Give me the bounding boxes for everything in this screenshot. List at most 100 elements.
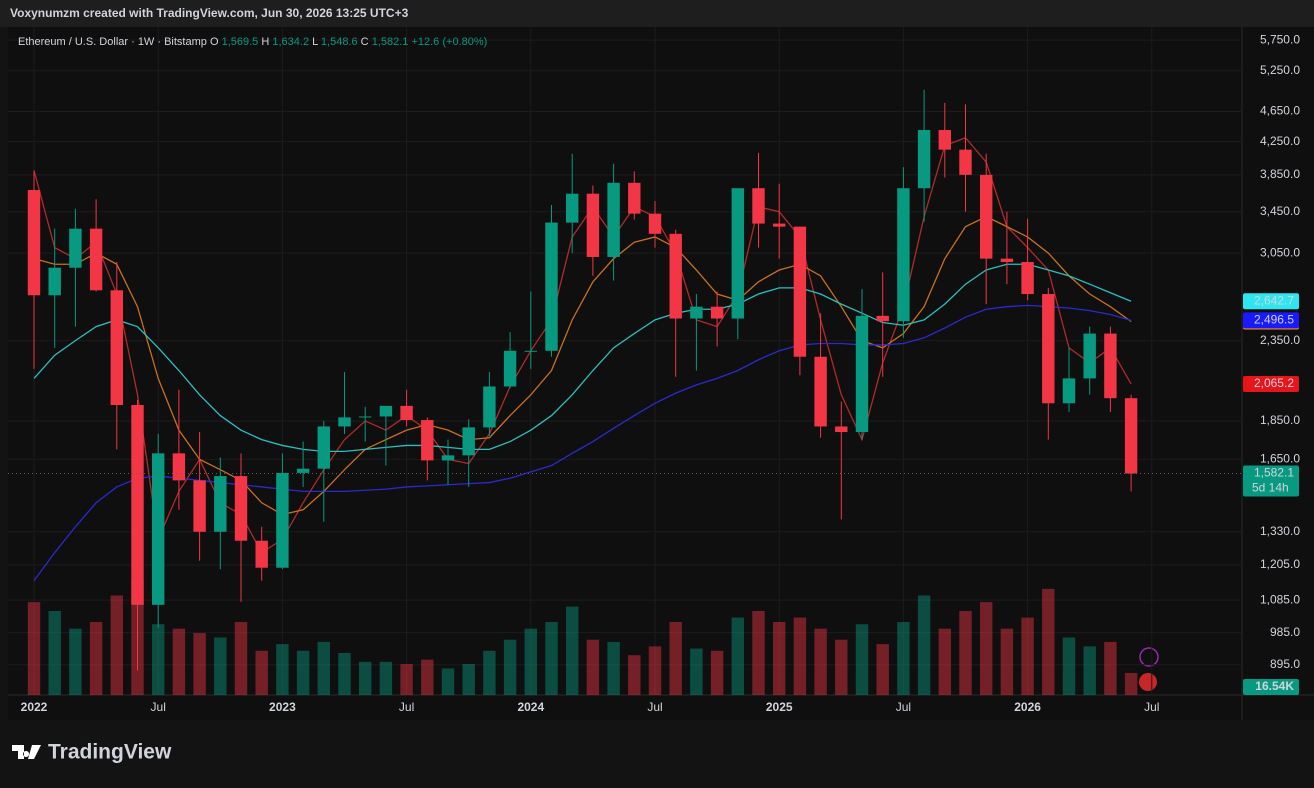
candle-body	[317, 426, 331, 469]
candle-body	[48, 267, 61, 296]
candle-body	[586, 193, 600, 257]
volume-bar	[524, 628, 538, 695]
candle-body	[752, 188, 765, 224]
x-tick-label: 2022	[21, 700, 48, 714]
volume-bar	[814, 628, 827, 695]
candle-body	[876, 315, 889, 322]
volume-bar	[959, 610, 972, 695]
candle-body	[897, 188, 910, 322]
x-tick-label: 2025	[766, 700, 793, 714]
volume-bar	[648, 646, 662, 695]
volume-bar	[296, 650, 310, 695]
volume-bar	[441, 668, 455, 695]
moving-average	[33, 263, 1132, 452]
volume-bar	[27, 602, 41, 695]
volume-bar	[48, 610, 61, 695]
volume-bar	[1042, 588, 1055, 695]
volume-bar	[255, 650, 268, 695]
x-tick-label: 2026	[1014, 700, 1041, 714]
y-tick-label: 2,350.0	[1260, 333, 1300, 347]
candle-body	[338, 417, 351, 427]
candle-body	[855, 315, 869, 433]
x-tick-label: Jul	[151, 700, 166, 714]
volume-bar	[503, 639, 517, 695]
candle-body	[379, 405, 393, 417]
candle-body	[648, 213, 662, 234]
candle-body	[793, 226, 807, 357]
y-tick-label: 1,085.0	[1260, 592, 1300, 606]
volume-bar	[586, 639, 600, 695]
candle-body	[835, 426, 848, 433]
volume-bar	[938, 628, 952, 695]
price-badge	[1243, 376, 1299, 393]
volume-bar	[172, 628, 186, 695]
volume-bar	[897, 622, 910, 695]
countdown: 5d 14h	[1252, 481, 1289, 495]
candle-body	[276, 472, 289, 568]
volume-bar	[1062, 637, 1076, 695]
volume-bar	[110, 595, 124, 695]
volume-bar	[917, 595, 931, 695]
plot-bg	[8, 27, 1314, 720]
candle-body	[214, 476, 227, 532]
y-tick-label: 1,850.0	[1260, 413, 1300, 427]
volume-bar	[462, 664, 475, 695]
volume-bar	[565, 606, 579, 695]
volume-bar	[89, 622, 103, 695]
price-badge	[1243, 293, 1299, 310]
y-tick-label: 5,250.0	[1260, 63, 1300, 77]
candle-body	[1062, 378, 1076, 404]
volume-bar	[545, 622, 558, 695]
x-tick-label: Jul	[1144, 700, 1159, 714]
volume-bar	[876, 644, 889, 695]
candle-body	[979, 174, 993, 259]
volume-bar	[731, 617, 745, 695]
candle-body	[151, 453, 165, 605]
candle-body	[938, 130, 952, 150]
logo-text: TradingView	[48, 741, 172, 764]
candle-body	[69, 228, 82, 268]
volume-bar	[358, 661, 372, 695]
x-tick-label: Jul	[896, 700, 911, 714]
candle-body	[400, 405, 413, 421]
volume-bar	[752, 610, 765, 695]
legend-change: +12.6	[411, 36, 439, 48]
volume-bar	[1000, 628, 1014, 695]
price-badge-label: 2,065.2	[1254, 376, 1294, 390]
volume-bar	[1083, 646, 1096, 695]
volume-bar	[710, 650, 724, 695]
candle-body	[89, 228, 103, 291]
legend-key: C	[361, 36, 369, 48]
candle-body	[27, 190, 41, 296]
tool-icons	[1139, 647, 1159, 691]
candle-body	[1083, 333, 1096, 379]
volume-bar	[690, 648, 703, 695]
candle-body	[172, 453, 186, 481]
volume-bar	[979, 602, 993, 695]
candle-body	[1124, 398, 1138, 474]
price-badge-label: 2,496.5	[1254, 312, 1294, 326]
volume-bar	[400, 664, 413, 695]
candle-body	[917, 130, 931, 189]
y-tick-label: 4,650.0	[1260, 104, 1300, 118]
logo: TradingView	[12, 741, 172, 764]
candle-body	[358, 416, 372, 418]
x-tick-label: Jul	[647, 700, 662, 714]
legend-value: 1,548.6	[321, 36, 358, 48]
price-badge	[1243, 312, 1299, 329]
volume-bar	[151, 624, 165, 695]
volume-bar	[234, 622, 248, 695]
y-tick-label: 985.0	[1270, 625, 1300, 639]
candle-body	[483, 386, 496, 428]
candle-body	[296, 468, 310, 473]
price-badge	[1243, 465, 1299, 497]
candle-body	[441, 455, 455, 461]
volume-bar	[607, 641, 620, 695]
candle-body	[1104, 333, 1117, 399]
candle-body	[628, 182, 641, 214]
candle-body	[731, 188, 745, 319]
volume-bar	[317, 641, 331, 695]
candle-body	[814, 356, 827, 427]
